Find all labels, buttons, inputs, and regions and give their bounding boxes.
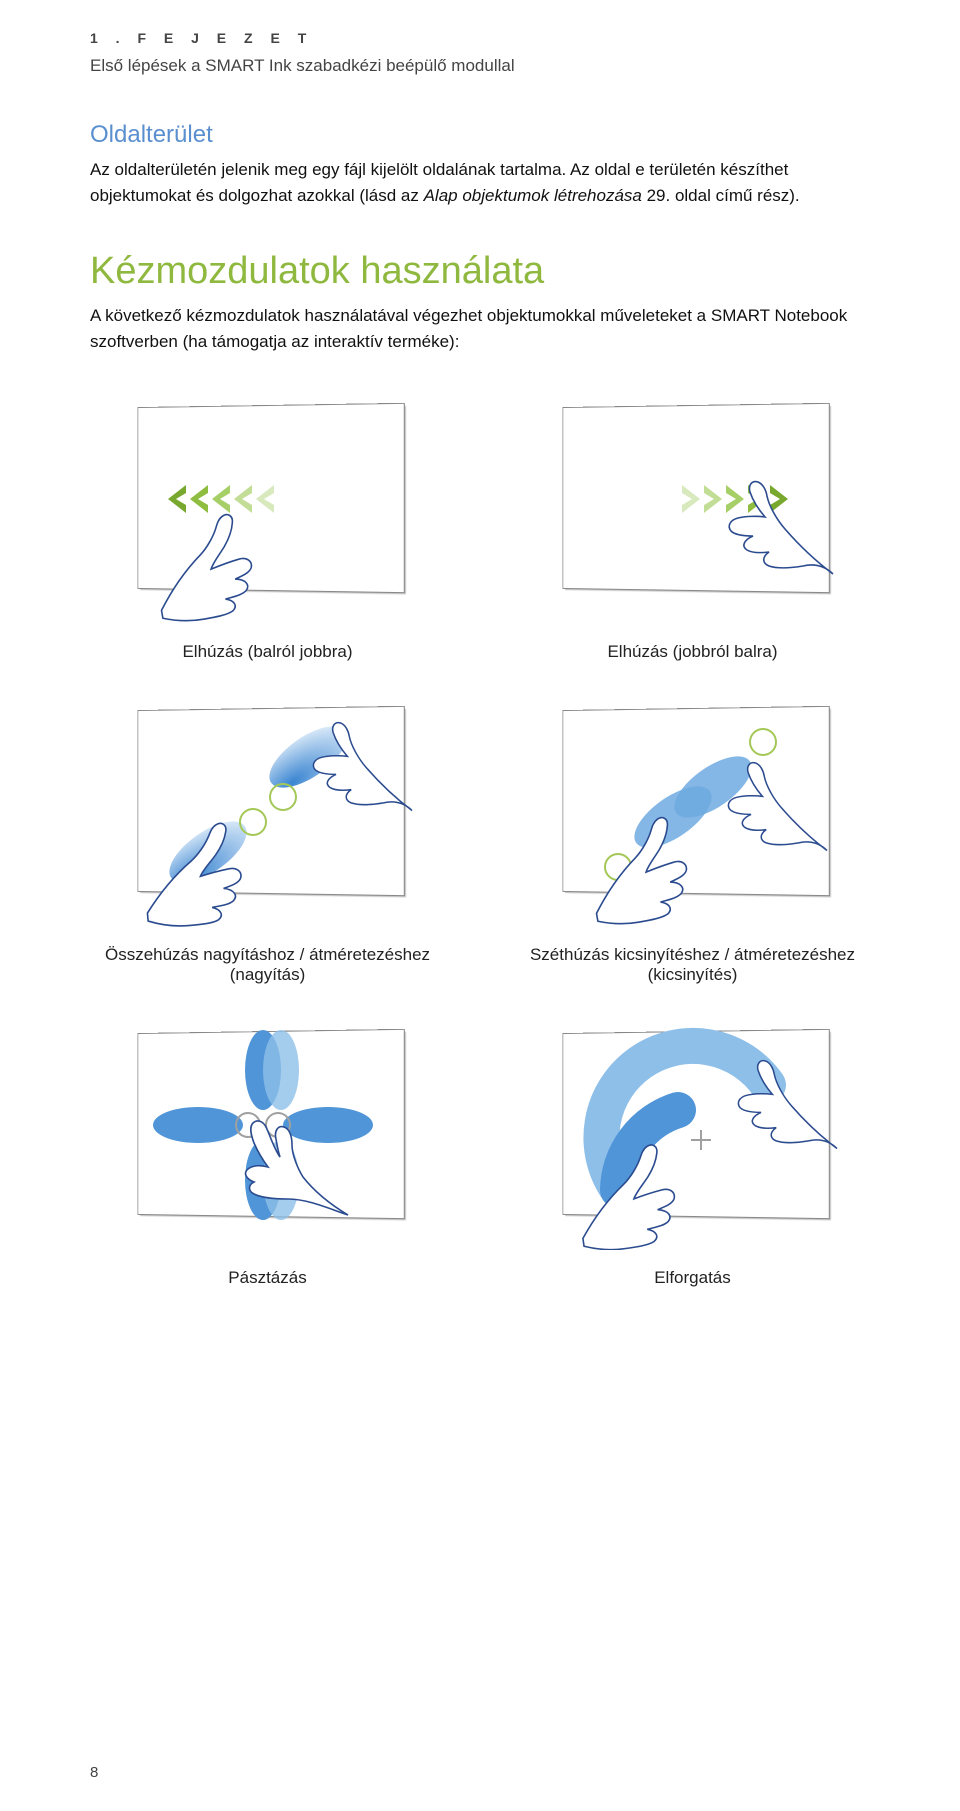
- section-title-gestures: Kézmozdulatok használata: [90, 250, 870, 293]
- gesture-swipe-left-caption: Elhúzás (jobbról balra): [515, 642, 870, 662]
- gesture-swipe-right-image: [113, 389, 423, 624]
- chapter-label: 1 . F E J E Z E T: [90, 30, 870, 46]
- section1-body: Az oldalterületén jelenik meg egy fájl k…: [90, 157, 870, 208]
- gesture-pan: Pásztázás: [90, 1015, 445, 1288]
- gesture-rotate-image: [538, 1015, 848, 1250]
- page-number: 8: [90, 1764, 98, 1781]
- gesture-rotate: Elforgatás: [515, 1015, 870, 1288]
- section1-body-post: 29. oldal című rész).: [642, 186, 800, 205]
- gesture-swipe-left: Elhúzás (jobbról balra): [515, 389, 870, 662]
- section-title-oldalterulet: Oldalterület: [90, 121, 870, 149]
- gesture-swipe-left-image: [538, 389, 848, 624]
- gesture-pinch-out-image: [538, 692, 848, 927]
- gesture-pan-caption: Pásztázás: [90, 1268, 445, 1288]
- gesture-swipe-right-caption: Elhúzás (balról jobbra): [90, 642, 445, 662]
- gesture-pinch-in-caption: Összehúzás nagyításhoz / átméretezéshez …: [90, 945, 445, 985]
- gesture-rotate-caption: Elforgatás: [515, 1268, 870, 1288]
- chapter-subtitle: Első lépések a SMART Ink szabadkézi beép…: [90, 56, 870, 76]
- section1-body-italic: Alap objektumok létrehozása: [424, 186, 642, 205]
- gesture-pinch-in: Összehúzás nagyításhoz / átméretezéshez …: [90, 692, 445, 985]
- section2-body: A következő kézmozdulatok használatával …: [90, 303, 870, 354]
- gesture-swipe-right: Elhúzás (balról jobbra): [90, 389, 445, 662]
- gesture-grid: Elhúzás (balról jobbra) Elhúzás (jobbról…: [90, 389, 870, 1288]
- gesture-pinch-out-caption: Széthúzás kicsinyítéshez / átméretezéshe…: [515, 945, 870, 985]
- gesture-pinch-in-image: [113, 692, 423, 927]
- gesture-pinch-out: Széthúzás kicsinyítéshez / átméretezéshe…: [515, 692, 870, 985]
- gesture-pan-image: [113, 1015, 423, 1250]
